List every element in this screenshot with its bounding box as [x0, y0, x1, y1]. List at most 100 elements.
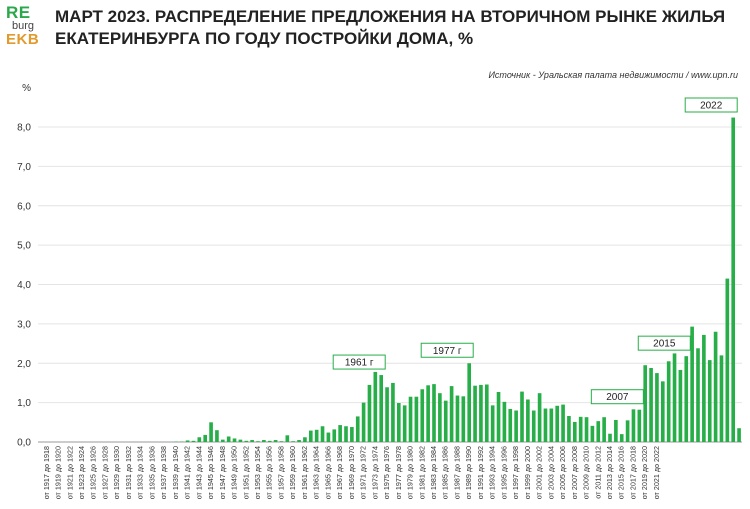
x-tick-label: от 1921 до 1922 — [65, 446, 74, 499]
x-tick-label: от 1927 до 1928 — [100, 446, 109, 499]
bar — [696, 348, 700, 442]
x-tick-label: от 1951 до 1952 — [241, 446, 250, 499]
x-tick-label: от 1979 до 1980 — [406, 446, 415, 499]
y-tick-label: 7,0 — [17, 162, 31, 173]
bar — [291, 441, 296, 442]
x-tick-label: от 1935 до 1936 — [147, 446, 156, 499]
x-tick-label: от 1933 до 1934 — [136, 446, 145, 499]
y-tick-label: 1,0 — [17, 398, 31, 409]
bar — [479, 384, 483, 442]
bar — [279, 441, 284, 442]
x-tick-label: от 1989 до 1990 — [464, 446, 473, 499]
x-tick-label: от 1947 до 1948 — [218, 446, 227, 499]
bar — [608, 433, 612, 442]
bar — [385, 387, 389, 442]
bar — [614, 419, 618, 442]
bar — [238, 439, 243, 442]
bar — [438, 393, 442, 443]
x-tick-label: от 1941 до 1942 — [183, 446, 192, 499]
annotation-label: 1977 г — [433, 346, 462, 357]
annotation-box — [637, 335, 691, 351]
x-tick-label: от 1985 до 1986 — [441, 446, 450, 499]
bar — [678, 369, 683, 442]
bar — [672, 353, 677, 442]
bar — [484, 384, 489, 442]
x-tick-label: от 1969 до 1970 — [347, 446, 356, 499]
bar — [297, 440, 301, 442]
bar — [490, 405, 495, 442]
bar — [220, 439, 225, 442]
y-tick-label: 8,0 — [17, 123, 31, 134]
source-note: Источник - Уральская палата недвижимости… — [488, 70, 738, 80]
bar — [332, 429, 337, 442]
bar — [467, 363, 472, 442]
y-tick-label: 4,0 — [17, 280, 31, 291]
bar — [256, 441, 260, 442]
bar — [502, 401, 507, 442]
x-tick-label: от 1917 до 1918 — [42, 446, 51, 499]
bar — [361, 402, 366, 443]
bar — [514, 410, 518, 442]
logo-line-2: burg — [12, 20, 35, 32]
bar — [449, 386, 454, 442]
bar — [555, 405, 560, 442]
bar — [713, 331, 718, 442]
bar — [737, 428, 741, 442]
bar — [414, 396, 419, 442]
bar — [719, 355, 724, 443]
x-tick-label: от 1959 до 1960 — [288, 446, 297, 499]
x-tick-label: от 1953 до 1954 — [253, 446, 262, 499]
bar — [391, 382, 395, 442]
bar — [203, 434, 208, 442]
annotation-box — [420, 342, 474, 358]
bar — [408, 396, 413, 442]
x-tick-label: от 2019 до 2020 — [640, 446, 649, 499]
bar — [531, 410, 536, 442]
x-tick-label: от 1967 до 1968 — [335, 446, 344, 499]
x-tick-label: от 2011 до 2012 — [593, 446, 602, 499]
annotation-box — [332, 354, 386, 370]
bar — [314, 429, 319, 442]
x-tick-label: от 2017 до 2018 — [628, 446, 637, 499]
x-tick-label: от 1999 до 2000 — [523, 446, 532, 499]
bar — [191, 440, 196, 442]
bar — [731, 117, 736, 443]
bar — [432, 384, 436, 442]
x-tick-label: от 1937 до 1938 — [159, 446, 168, 499]
bar — [455, 395, 460, 442]
x-tick-label: от 1991 до 1992 — [476, 446, 485, 499]
x-tick-label: от 2015 до 2016 — [617, 446, 626, 499]
bar — [267, 440, 272, 442]
bar — [461, 396, 466, 442]
x-tick-label: от 1929 до 1930 — [112, 446, 121, 499]
x-tick-label: от 1949 до 1950 — [230, 446, 239, 499]
bar — [244, 440, 249, 442]
y-tick-label: 2,0 — [17, 359, 31, 370]
x-tick-label: от 1965 до 1966 — [323, 446, 332, 499]
bar — [379, 375, 384, 442]
bar — [684, 356, 689, 442]
bar — [426, 385, 430, 442]
bar — [631, 409, 636, 442]
bar — [526, 399, 530, 443]
bar — [707, 360, 712, 442]
logo-line-3: EKB — [6, 31, 40, 48]
bar — [350, 427, 354, 442]
x-tick-label: от 2007 до 2008 — [570, 446, 579, 499]
x-tick-label: от 2001 до 2002 — [535, 446, 544, 499]
bar — [649, 367, 653, 442]
y-tick-label: 3,0 — [17, 319, 31, 330]
bar — [396, 403, 401, 442]
bar — [508, 408, 513, 442]
bar — [226, 436, 231, 442]
bar — [373, 371, 378, 442]
bar — [320, 426, 325, 442]
x-tick-label: от 1943 до 1944 — [194, 446, 203, 499]
bar — [209, 422, 213, 442]
bar — [308, 430, 313, 442]
bar — [326, 432, 331, 442]
bar — [285, 435, 290, 442]
bar — [561, 404, 565, 442]
bar — [666, 361, 671, 442]
bar — [660, 381, 665, 442]
